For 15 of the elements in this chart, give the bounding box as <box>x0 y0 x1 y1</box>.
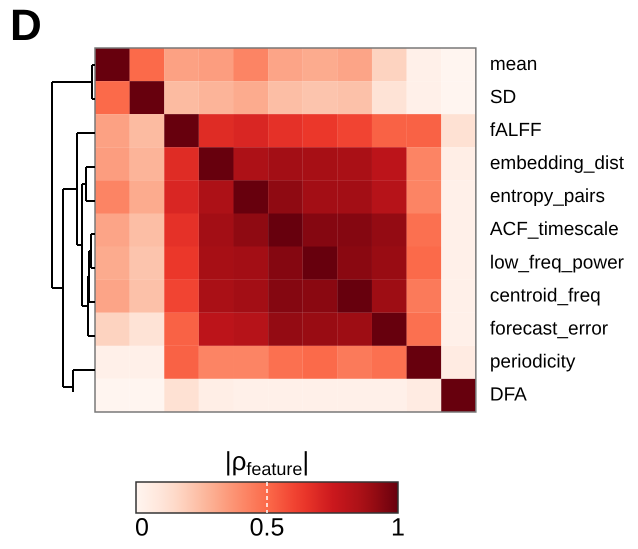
y-tick-label: entropy_pairs <box>490 186 605 208</box>
y-tick-label: low_freq_power <box>490 252 625 274</box>
y-tick-label: DFA <box>490 384 528 406</box>
chart-title: D <box>10 1 42 50</box>
y-tick-label: periodicity <box>490 352 576 373</box>
y-tick-label: ACF_timescale <box>490 219 619 240</box>
y-tick-label: embedding_dist <box>490 153 625 174</box>
color-bar-label: 0 <box>135 513 149 542</box>
y-tick-label: SD <box>490 86 516 108</box>
color-bar-label: 0.5 <box>250 513 284 542</box>
color-bar-label: 1 <box>391 513 405 542</box>
y-tick-label: fALFF <box>490 120 542 141</box>
y-tick-label: centroid_freq <box>490 285 601 306</box>
y-tick-label: forecast_error <box>490 318 609 340</box>
y-tick-label: mean <box>490 54 538 75</box>
